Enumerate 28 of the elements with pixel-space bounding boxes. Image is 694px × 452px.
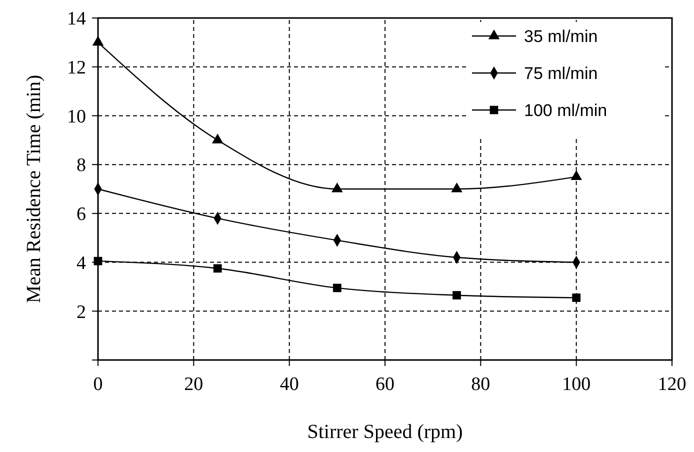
x-tick-label: 20 [184, 374, 204, 395]
x-tick-label: 40 [280, 374, 299, 395]
x-tick-label: 60 [376, 374, 394, 395]
y-tick-label: 2 [76, 302, 86, 323]
x-tick-label: 80 [471, 374, 490, 395]
y-tick-label: 6 [76, 204, 86, 226]
y-tick-label: 10 [67, 106, 86, 128]
y-tick-label: 4 [76, 252, 86, 274]
legend-label: 100 ml/min [524, 100, 608, 120]
point [212, 134, 224, 144]
y-tick-label: 8 [76, 155, 86, 176]
x-tick-label: 120 [658, 374, 686, 395]
x-tick-label: 100 [562, 374, 591, 395]
y-axis-title: Mean Residence Time (min) [23, 74, 45, 304]
point [332, 182, 343, 192]
legend-label: 35 ml/min [524, 26, 598, 46]
point [572, 294, 581, 302]
x-axis-title: Stirrer Speed (rpm) [307, 421, 463, 443]
point [332, 284, 342, 292]
y-tick-label: 12 [67, 58, 86, 79]
y-tick-label: 14 [67, 8, 86, 30]
point [451, 182, 462, 192]
legend-label: 75 ml/min [524, 64, 598, 83]
x-tick-label: 0 [93, 374, 103, 395]
point [452, 291, 461, 300]
point [213, 264, 222, 273]
point [92, 36, 104, 46]
point [570, 170, 582, 180]
